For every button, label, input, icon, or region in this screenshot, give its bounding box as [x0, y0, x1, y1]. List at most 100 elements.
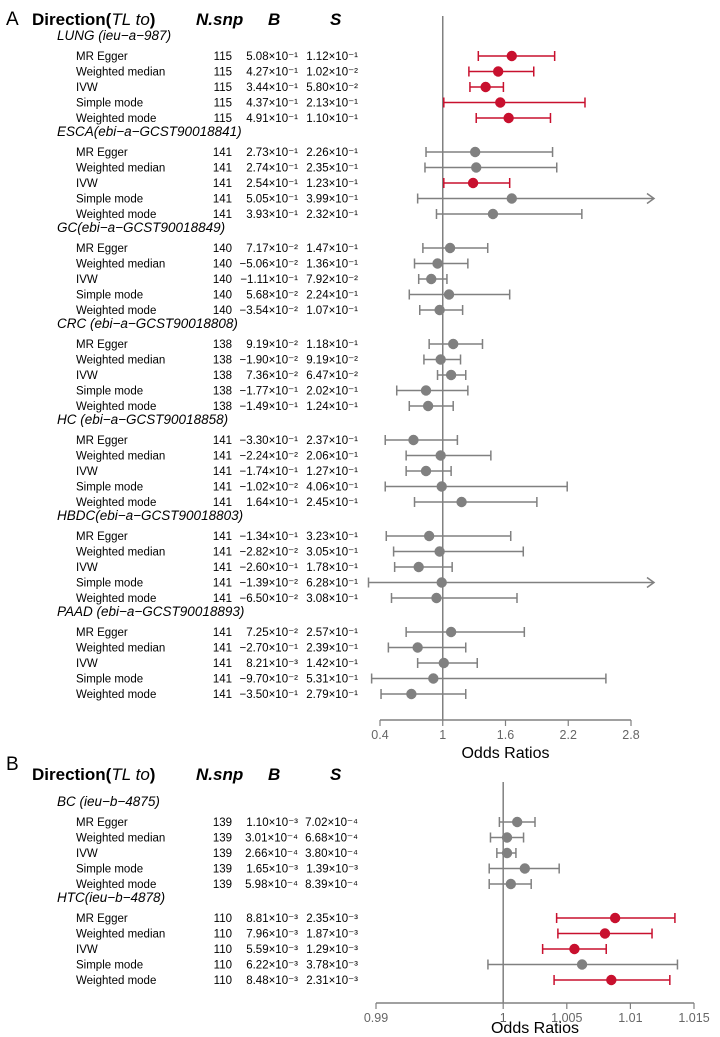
method-label: Weighted mode [76, 401, 156, 413]
nsnp-value: 110 [214, 913, 232, 925]
beta-value: 8.81×10⁻³ [246, 913, 298, 925]
beta-value: 5.08×10⁻¹ [246, 51, 298, 63]
method-label: Simple mode [76, 194, 143, 206]
table-row: MR Egger 138 9.19×10⁻² 1.18×10⁻¹ [76, 339, 358, 351]
se-value: 2.31×10⁻³ [306, 975, 358, 987]
nsnp-value: 141 [213, 562, 232, 574]
method-label: Simple mode [76, 864, 143, 876]
nsnp-value: 141 [213, 627, 232, 639]
point-estimate [408, 434, 419, 446]
se-value: 2.35×10⁻³ [306, 913, 358, 925]
method-label: Weighted mode [76, 593, 156, 605]
panel-a-header: A Direction(TL to) N.snp B S [6, 9, 342, 30]
point-estimate [443, 289, 455, 300]
panel-b-header: B Direction(TL to) N.snp B S [6, 754, 342, 784]
beta-value: 2.74×10⁻¹ [246, 163, 298, 175]
method-label: Weighted median [76, 163, 165, 175]
se-value: 2.24×10⁻¹ [306, 290, 358, 302]
method-label: Weighted mode [76, 305, 156, 317]
table-row: Simple mode 138 −1.77×10⁻¹ 2.02×10⁻¹ [76, 386, 358, 398]
beta-value: −2.24×10⁻² [239, 451, 298, 463]
nsnp-value: 141 [213, 674, 232, 686]
x-tick-label: 2.2 [560, 728, 577, 742]
method-label: MR Egger [76, 339, 128, 351]
beta-value: 2.54×10⁻¹ [246, 178, 298, 190]
method-label: Weighted mode [76, 113, 156, 125]
table-row: Weighted mode 141 3.93×10⁻¹ 2.32×10⁻¹ [76, 209, 358, 221]
table-row: Simple mode 141 −9.70×10⁻² 5.31×10⁻¹ [76, 674, 358, 686]
point-estimate [434, 304, 445, 316]
point-estimate [426, 273, 437, 285]
method-label: Weighted mode [76, 879, 156, 891]
x-axis-label: Odds Ratios [461, 745, 549, 762]
se-value: 2.57×10⁻¹ [306, 627, 358, 639]
point-estimate [501, 847, 513, 859]
table-row: IVW 139 2.66×10⁻⁴ 3.80×10⁻⁴ [76, 848, 358, 860]
method-label: MR Egger [76, 243, 128, 255]
beta-value: 2.73×10⁻¹ [246, 147, 298, 159]
beta-value: 2.66×10⁻⁴ [245, 848, 298, 860]
beta-value: −9.70×10⁻² [239, 674, 298, 686]
beta-value: −1.02×10⁻² [239, 482, 298, 494]
beta-value: −1.77×10⁻¹ [239, 386, 298, 398]
nsnp-value: 140 [213, 259, 232, 271]
point-estimate [434, 546, 445, 557]
x-tick-label: 2.8 [622, 728, 639, 742]
point-estimate [511, 816, 523, 828]
method-label: MR Egger [76, 51, 128, 63]
point-estimate [420, 465, 432, 477]
method-label: Weighted median [76, 451, 165, 463]
nsnp-value: 140 [213, 274, 232, 286]
nsnp-value: 139 [213, 833, 232, 845]
table-row: MR Egger 115 5.08×10⁻¹ 1.12×10⁻¹ [76, 51, 358, 63]
ci-arrow [646, 576, 656, 589]
se-value: 1.07×10⁻¹ [306, 305, 358, 317]
nsnp-value: 140 [213, 305, 232, 317]
nsnp-value: 141 [213, 163, 232, 175]
method-label: MR Egger [76, 435, 128, 447]
nsnp-value: 140 [213, 290, 232, 302]
point-estimate [480, 81, 491, 93]
table-row: Weighted median 138 −1.90×10⁻² 9.19×10⁻² [76, 355, 358, 367]
se-value: 2.06×10⁻¹ [306, 451, 358, 463]
nsnp-value: 139 [213, 848, 232, 860]
se-value: 1.39×10⁻³ [306, 864, 358, 876]
method-label: Simple mode [76, 290, 143, 302]
panel-b-forest-plot: 0.99 1 1.005 1.01 1.015 Odds Ratios [364, 782, 710, 1037]
point-estimate [467, 177, 479, 189]
x-axis-label: Odds Ratios [491, 1020, 579, 1037]
nsnp-value: 115 [214, 51, 232, 63]
se-value: 3.08×10⁻¹ [306, 593, 358, 605]
se-value: 1.24×10⁻¹ [306, 401, 358, 413]
panel-a-group-title: HBDC(ebi−a−GCST90018803) [57, 508, 243, 523]
se-value: 5.80×10⁻² [306, 82, 358, 94]
nsnp-value: 110 [214, 975, 232, 987]
beta-value: −2.60×10⁻¹ [239, 562, 298, 574]
point-estimate [503, 112, 514, 124]
beta-value: −1.11×10⁻¹ [240, 274, 298, 286]
point-estimate [435, 450, 446, 461]
beta-value: −5.06×10⁻² [239, 259, 298, 271]
x-tick-label: 1 [500, 1011, 507, 1025]
ci-arrow [646, 192, 656, 205]
table-row: IVW 141 −1.74×10⁻¹ 1.27×10⁻¹ [76, 466, 358, 478]
table-row: Weighted mode 141 1.64×10⁻¹ 2.45×10⁻¹ [76, 497, 358, 509]
table-row: MR Egger 139 1.10×10⁻³ 7.02×10⁻⁴ [76, 817, 358, 829]
point-estimate [501, 832, 513, 843]
nsnp-value: 115 [214, 82, 232, 94]
nsnp-value: 138 [213, 386, 232, 398]
se-value: 1.47×10⁻¹ [306, 243, 358, 255]
panel-a-group-title: HC (ebi−a−GCST90018858) [57, 412, 228, 427]
panel-a-b-header: B [268, 10, 280, 29]
method-label: MR Egger [76, 531, 128, 543]
se-value: 3.78×10⁻³ [306, 960, 358, 972]
beta-value: 6.22×10⁻³ [246, 960, 298, 972]
table-row: IVW 141 2.54×10⁻¹ 1.23×10⁻¹ [76, 178, 358, 190]
point-estimate [431, 592, 442, 604]
table-row: Weighted median 141 −2.24×10⁻² 2.06×10⁻¹ [76, 451, 358, 463]
point-estimate [599, 928, 611, 939]
se-value: 2.26×10⁻¹ [306, 147, 358, 159]
x-tick-label: 0.4 [371, 728, 388, 742]
beta-value: 8.21×10⁻³ [246, 658, 298, 670]
table-row: IVW 140 −1.11×10⁻¹ 7.92×10⁻² [76, 274, 358, 286]
